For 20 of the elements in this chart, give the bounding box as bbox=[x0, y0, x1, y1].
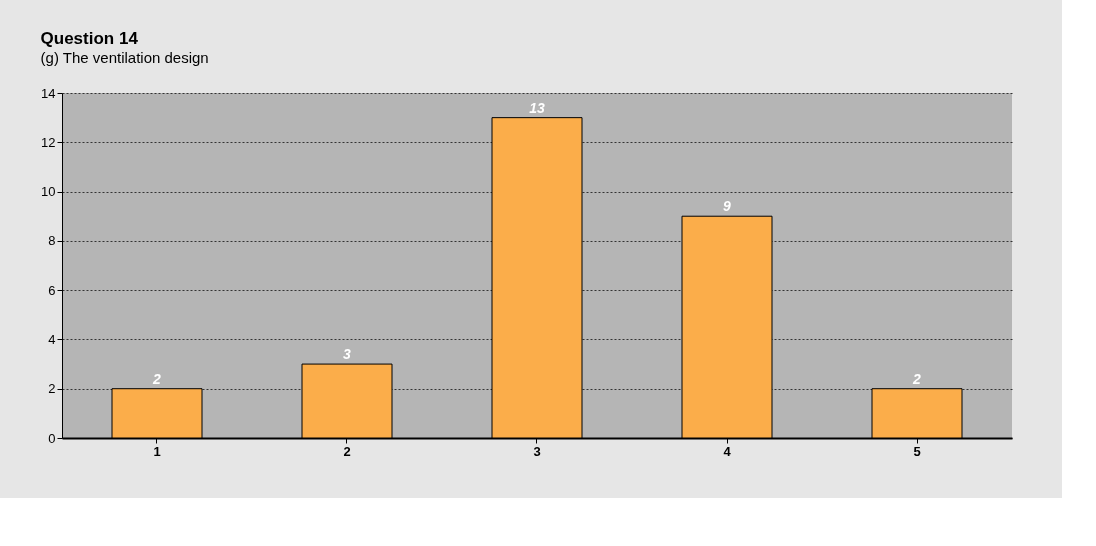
data-label: 2 bbox=[912, 370, 922, 387]
y-tick-label: 6 bbox=[48, 282, 56, 298]
x-tick-label: 2 bbox=[343, 443, 351, 459]
y-tick-label: 8 bbox=[48, 233, 56, 249]
y-tick-label: 12 bbox=[41, 134, 56, 150]
x-tick-label: 3 bbox=[533, 443, 541, 459]
data-label: 9 bbox=[723, 198, 732, 215]
data-label: 13 bbox=[529, 99, 545, 116]
y-tick-label: 0 bbox=[48, 430, 56, 446]
data-label: 2 bbox=[152, 370, 162, 387]
chart-title: Question 14 bbox=[40, 29, 139, 48]
x-tick-label: 5 bbox=[913, 443, 921, 459]
chart-subtitle: (g) The ventilation design bbox=[40, 49, 209, 66]
y-tick-label: 14 bbox=[41, 85, 56, 101]
x-tick-label: 4 bbox=[723, 443, 732, 459]
y-tick-label: 2 bbox=[48, 381, 56, 397]
y-tick-label: 4 bbox=[48, 331, 56, 347]
data-label: 3 bbox=[343, 346, 352, 363]
x-tick-label: 1 bbox=[153, 443, 161, 459]
y-tick-label: 10 bbox=[41, 184, 56, 200]
